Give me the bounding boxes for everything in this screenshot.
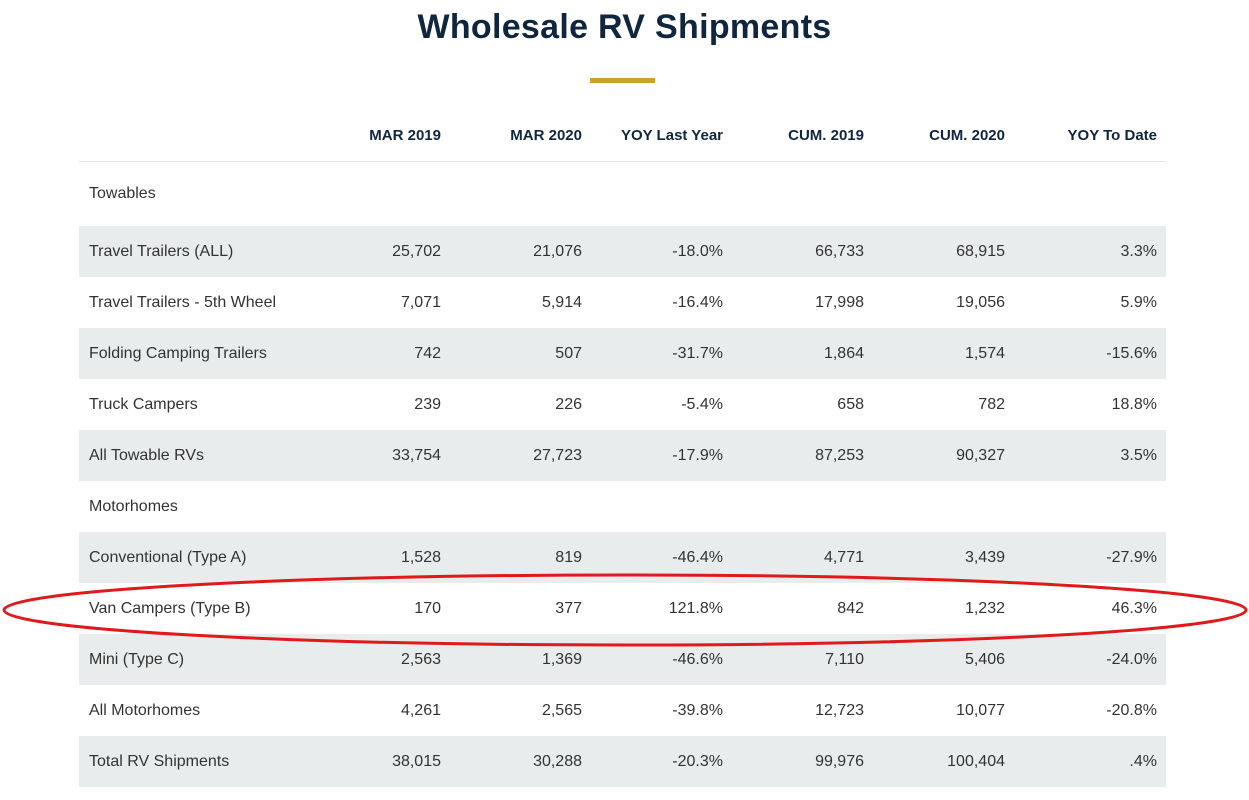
cell: 10,077 <box>956 701 1005 719</box>
cell: 170 <box>414 599 441 617</box>
row-label: Van Campers (Type B) <box>89 599 251 617</box>
section-label: Towables <box>89 185 156 202</box>
column-header: MAR 2019 <box>309 110 450 162</box>
cell: 782 <box>978 395 1005 413</box>
cell: 5,914 <box>541 293 582 311</box>
cell: 27,723 <box>450 430 591 481</box>
row-label: Truck Campers <box>89 395 198 413</box>
cell: 1,369 <box>450 634 591 685</box>
cell: 377 <box>555 599 582 617</box>
cell: 21,076 <box>450 226 591 277</box>
table-body: Towables Travel Trailers (ALL) 25,702 21,07… <box>79 162 1166 787</box>
data-row: Mini (Type C) 2,563 1,369 -46.6% 7,110 5,406-… <box>79 634 1166 685</box>
cell: -46.4% <box>591 532 732 583</box>
header-cell <box>79 110 309 162</box>
cell: -17.9% <box>591 430 732 481</box>
cell: -18.0% <box>591 226 732 277</box>
section-row: Motorhomes <box>79 481 1166 532</box>
cell: 1,528 <box>309 532 450 583</box>
cell: 2,565 <box>541 701 582 719</box>
row-label: Folding Camping Trailers <box>79 328 309 379</box>
data-row: All Motorhomes 4,261 2,565 -39.8% 12,723 10,0… <box>79 685 1166 736</box>
cell: 658 <box>837 395 864 413</box>
cell: -20.8% <box>1106 701 1157 719</box>
column-header: YOY To Date <box>1014 110 1166 162</box>
section-label: Motorhomes <box>89 497 178 515</box>
cell: 4,261 <box>400 701 441 719</box>
cell: 17,998 <box>815 293 864 311</box>
page-title: Wholesale RV Shipments <box>417 8 832 46</box>
cell: 7,071 <box>400 293 441 311</box>
cell: 33,754 <box>309 430 450 481</box>
column-header: MAR 2020 <box>450 110 591 162</box>
cell: 1,574 <box>873 328 1014 379</box>
cell: -16.4% <box>672 293 723 311</box>
row-label: All Motorhomes <box>89 701 201 719</box>
cell: 226 <box>555 395 582 413</box>
cell: 2,563 <box>309 634 450 685</box>
data-row: Folding Camping Trailers 742 507 -31.7% 1,86… <box>79 328 1166 379</box>
section-row: Towables <box>79 162 1166 227</box>
cell: -46.6% <box>591 634 732 685</box>
cell: 12,723 <box>815 701 864 719</box>
cell: 18.8% <box>1111 395 1157 413</box>
cell: 46.3% <box>1111 599 1157 617</box>
title-underline <box>590 78 655 83</box>
cell: 66,733 <box>732 226 873 277</box>
cell: 819 <box>450 532 591 583</box>
cell: 87,253 <box>732 430 873 481</box>
data-row: Truck Campers 239 226 -5.4% 658 782 18.8% <box>79 379 1166 430</box>
cell: -20.3% <box>591 736 732 787</box>
row-label: All Towable RVs <box>79 430 309 481</box>
cell: 25,702 <box>309 226 450 277</box>
row-label: Travel Trailers (ALL) <box>79 226 309 277</box>
cell: 121.8% <box>668 599 723 617</box>
cell: 1,232 <box>964 599 1005 617</box>
header-row: MAR 2019 MAR 2020 YOY Last Year CUM. 2019 CU… <box>79 110 1166 162</box>
cell: 38,015 <box>309 736 450 787</box>
cell: 742 <box>309 328 450 379</box>
cell: -15.6% <box>1014 328 1166 379</box>
cell: 90,327 <box>873 430 1014 481</box>
cell: -24.0% <box>1014 634 1166 685</box>
cell: -27.9% <box>1014 532 1166 583</box>
cell: 7,110 <box>732 634 873 685</box>
cell: 68,915 <box>873 226 1014 277</box>
cell: 239 <box>414 395 441 413</box>
cell: 5.9% <box>1120 293 1157 311</box>
cell: -31.7% <box>591 328 732 379</box>
data-row: Total RV Shipments 38,015 30,288 -20.3% 99,9… <box>79 736 1166 787</box>
column-header: CUM. 2019 <box>732 110 873 162</box>
cell: .4% <box>1014 736 1166 787</box>
cell: 99,976 <box>732 736 873 787</box>
data-row: Travel Trailers (ALL) 25,702 21,076 -18.0% 6… <box>79 226 1166 277</box>
data-row: Travel Trailers - 5th Wheel 7,071 5,914 -16… <box>79 277 1166 328</box>
data-row: Conventional (Type A) 1,528 819 -46.4% 4,771… <box>79 532 1166 583</box>
cell: 30,288 <box>450 736 591 787</box>
column-header: CUM. 2020 <box>873 110 1014 162</box>
data-row: Van Campers (Type B) 170 377 121.8% 842 1,232… <box>79 583 1166 634</box>
cell: 3,439 <box>873 532 1014 583</box>
cell: -5.4% <box>681 395 723 413</box>
cell: 100,404 <box>873 736 1014 787</box>
cell: 4,771 <box>732 532 873 583</box>
column-header: YOY Last Year <box>591 110 732 162</box>
row-label: Travel Trailers - 5th Wheel <box>89 293 277 311</box>
cell: -39.8% <box>672 701 723 719</box>
shipments-table: MAR 2019 MAR 2020 YOY Last Year CUM. 2019 CU… <box>79 110 1166 787</box>
row-label: Mini (Type C) <box>79 634 309 685</box>
cell: 3.5% <box>1014 430 1166 481</box>
row-label: Conventional (Type A) <box>79 532 309 583</box>
cell: 5,406 <box>873 634 1014 685</box>
data-row: All Towable RVs 33,754 27,723 -17.9% 87,253 9… <box>79 430 1166 481</box>
cell: 842 <box>837 599 864 617</box>
cell: 19,056 <box>956 293 1005 311</box>
row-label: Total RV Shipments <box>79 736 309 787</box>
cell: 1,864 <box>732 328 873 379</box>
cell: 507 <box>450 328 591 379</box>
cell: 3.3% <box>1014 226 1166 277</box>
